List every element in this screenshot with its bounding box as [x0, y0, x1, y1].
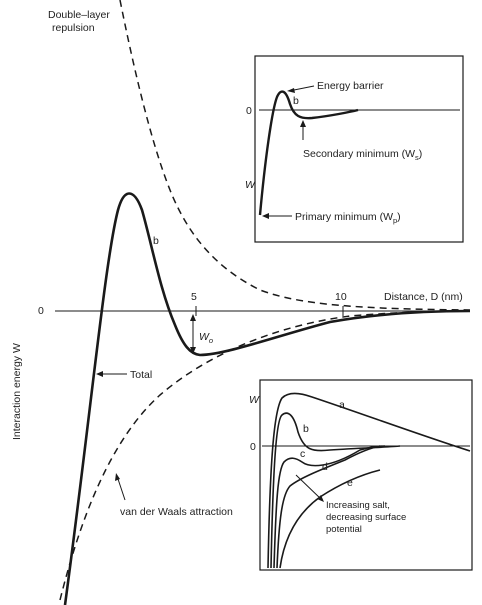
barrier-arrowhead: [287, 88, 295, 93]
curve-e-label: e: [347, 477, 353, 489]
inset-bottom-zero: 0: [250, 441, 256, 453]
inset-top-zero: 0: [246, 105, 252, 117]
curve-a-label: a: [339, 399, 345, 411]
tick-5-label: 5: [191, 291, 197, 303]
curve-d: [276, 445, 381, 569]
inset-bottom: W 0 a b c d e Increasing salt, decreasin…: [249, 379, 473, 571]
secondary-min-label: Secondary minimum (Ws): [303, 148, 422, 162]
wo-arrowhead-down: [190, 347, 196, 354]
curve-c: [273, 445, 386, 569]
vdw-arrowhead: [115, 473, 120, 481]
total-arrowhead: [96, 371, 103, 377]
inset-top-frame: [254, 55, 464, 243]
wo-arrowhead-up: [190, 314, 196, 321]
curve-c-label: c: [300, 448, 305, 460]
salt-arrow: [295, 474, 323, 501]
inset-top-w: W: [245, 179, 256, 191]
vdw-label: van der Waals attraction: [120, 506, 233, 518]
inset-bottom-frame: [259, 379, 473, 571]
salt-arrowhead: [317, 495, 324, 502]
salt-label-line2: decreasing surface: [326, 512, 406, 523]
curve-b: [270, 412, 401, 569]
inset-top-curve-label: b: [293, 95, 299, 107]
wo-label: Wo: [199, 331, 213, 345]
repulsion-label-line2: repulsion: [52, 22, 95, 34]
total-curve: [63, 192, 471, 605]
y-axis-label: Interaction energy W: [11, 343, 23, 440]
secondary-arrowhead: [300, 120, 306, 127]
salt-label-line1: Increasing salt,: [326, 500, 390, 511]
vdw-arrow: [116, 475, 126, 501]
curve-a: [267, 392, 471, 569]
x-axis-label: Distance, D (nm): [384, 291, 463, 303]
curve-b-label: b: [153, 235, 159, 247]
tick-10-label: 10: [335, 291, 347, 303]
zero-label: 0: [38, 305, 44, 317]
inset-bottom-w: W: [249, 394, 260, 406]
repulsion-label-line1: Double–layer: [48, 9, 110, 21]
total-label: Total: [130, 369, 152, 381]
energy-barrier-label: Energy barrier: [317, 80, 384, 92]
salt-label-line3: potential: [326, 524, 362, 535]
inset-top-curve: [258, 90, 359, 216]
double-layer-repulsion-curve: [119, 0, 471, 311]
primary-arrowhead: [262, 213, 269, 219]
inset-top: 0 W b Energy barrier Secondary minimum (…: [245, 55, 464, 243]
primary-min-label: Primary minimum (Wp): [295, 211, 401, 225]
curve-d-label: d: [322, 461, 328, 473]
curve-b-label-inset: b: [303, 423, 309, 435]
